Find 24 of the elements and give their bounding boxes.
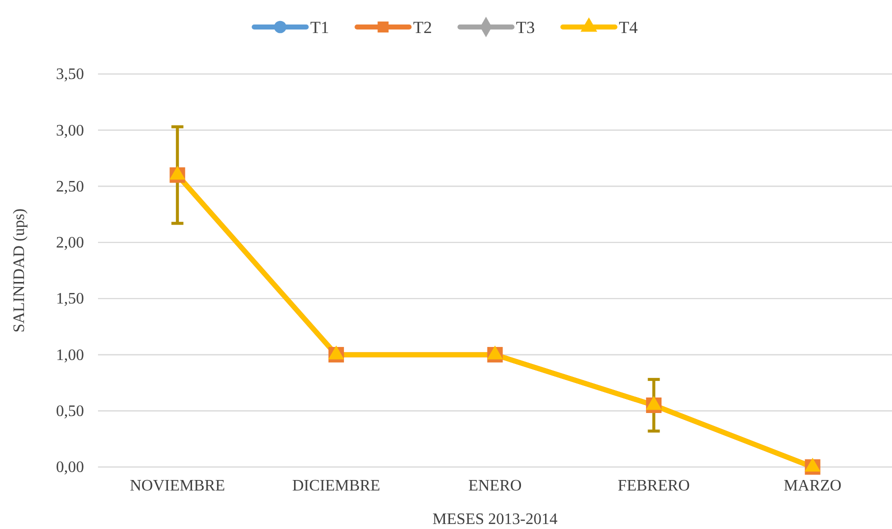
x-tick-label: NOVIEMBRE (130, 477, 225, 494)
x-tick-label: MARZO (784, 477, 842, 494)
point (804, 458, 821, 472)
y-tick-label: 2,00 (56, 234, 84, 252)
point (487, 346, 503, 360)
y-axis-title: SALINIDAD (ups) (11, 208, 28, 332)
y-tick-label: 3,50 (56, 66, 84, 84)
x-tick-label: ENERO (468, 477, 522, 494)
y-tick-label: 2,50 (56, 178, 84, 196)
point (646, 396, 662, 410)
y-tick-label: 1,50 (56, 290, 84, 308)
legend-label: T3 (516, 18, 535, 37)
legend-label: T2 (413, 18, 432, 37)
point (328, 346, 344, 360)
y-tick-label: 1,00 (56, 346, 84, 364)
legend-label: T1 (310, 18, 330, 37)
y-tick-label: 0,00 (56, 459, 84, 476)
y-tick-label: 3,00 (56, 122, 84, 140)
point (169, 166, 186, 180)
legend-label: T4 (618, 18, 638, 37)
y-tick-label: 0,50 (56, 402, 84, 420)
x-tick-label: DICIEMBRE (292, 477, 380, 494)
x-axis-title: MESES 2013-2014 (432, 511, 558, 528)
x-tick-label: FEBRERO (618, 477, 690, 494)
